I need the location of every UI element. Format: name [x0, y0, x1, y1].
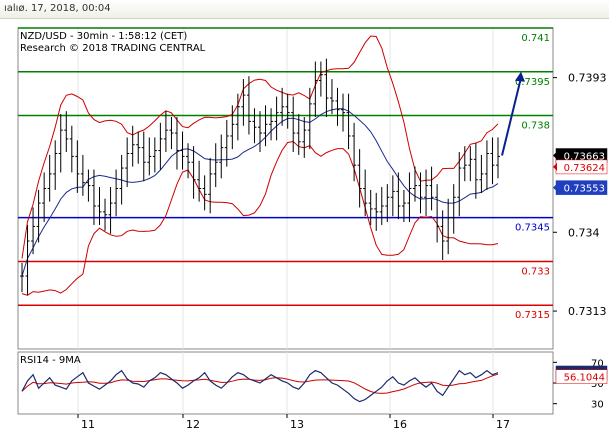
x-tick-label-11: 11	[81, 418, 95, 431]
y-tick-label-0.7393: 0.7393	[568, 72, 607, 85]
y-tick-label-0.734: 0.734	[568, 226, 600, 239]
x-tick-label-13: 13	[290, 418, 304, 431]
rsi-title: RSI14 - 9MA	[20, 355, 81, 366]
date-label: ıalıø. 17, 2018, 00:04	[4, 3, 111, 14]
bollinger-lower-band	[21, 140, 499, 296]
level-label-0.741: 0.741	[521, 33, 550, 44]
rsi-tick-label-70: 70	[591, 358, 604, 369]
price-badge-label-0.73624: 0.73624	[564, 163, 605, 174]
rsi-badge-56.1044	[555, 369, 608, 384]
rsi-tick-label-50: 50	[591, 379, 604, 390]
bollinger-upper-band	[21, 35, 499, 259]
y-tick-label-0.7313: 0.7313	[568, 305, 607, 318]
price-badge-pointer	[553, 151, 557, 160]
chart-research-line: Research © 2018 TRADING CENTRAL	[20, 43, 206, 54]
forecast-arrow-head	[515, 71, 525, 82]
forecast-arrow-shaft	[501, 77, 522, 156]
rsi-badge-label-56.1044: 56.1044	[564, 373, 605, 384]
chart-symbol-line: NZD/USD - 30min - 1:58:12 (CET)	[20, 31, 188, 42]
top-bar: ıalıø. 17, 2018, 00:04	[0, 0, 609, 19]
x-tick-label-16: 16	[393, 418, 407, 431]
rsi-ma-line	[21, 373, 499, 394]
level-label-0.7395: 0.7395	[515, 77, 550, 88]
main-plot-frame	[17, 27, 554, 350]
price-badge-pointer	[553, 162, 557, 171]
level-label-0.7315: 0.7315	[515, 310, 550, 321]
rsi-line	[21, 369, 499, 403]
price-badge-label-0.73663: 0.73663	[564, 152, 605, 163]
x-tick-label-12: 12	[186, 418, 200, 431]
x-tick-label-17: 17	[496, 418, 510, 431]
level-label-0.738: 0.738	[521, 121, 550, 132]
level-label-0.7345: 0.7345	[515, 223, 550, 234]
rsi-tick-label-30: 30	[591, 400, 604, 411]
price-badge-pointer	[553, 183, 557, 192]
price-badge-label-0.73553: 0.73553	[564, 184, 605, 195]
level-label-0.733: 0.733	[521, 266, 550, 277]
